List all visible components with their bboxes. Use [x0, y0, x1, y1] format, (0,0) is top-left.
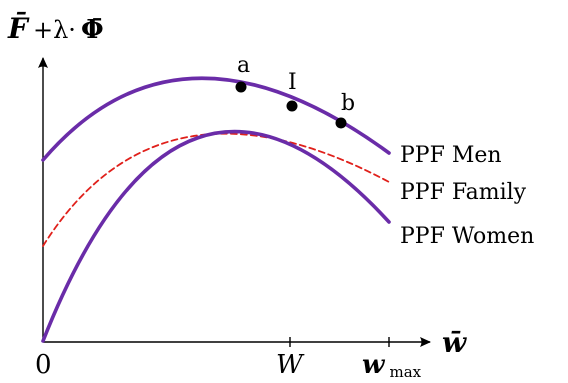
tick-label-wmax-base: w: [362, 350, 386, 380]
tick-label-wmax: w max: [362, 350, 422, 381]
label-ppf-women: PPF Women: [400, 224, 534, 249]
point-label-b: b: [341, 91, 355, 116]
ppf-men-curve: [41, 76, 391, 162]
point-label-I: I: [288, 70, 297, 95]
point-a: [235, 81, 247, 93]
y-label-F: F̄: [7, 11, 30, 45]
label-ppf-men: PPF Men: [400, 143, 502, 168]
tick-label-W: W: [276, 350, 305, 380]
ppf-women-curve: [41, 129, 391, 343]
ppf-family-curve: [42, 132, 390, 247]
y-label-phi: Φ̄: [81, 15, 104, 45]
x-axis-label: w̄: [442, 326, 467, 359]
point-b: [335, 117, 347, 129]
y-label-plus-lambda: +λ·: [33, 16, 76, 44]
label-ppf-family: PPF Family: [400, 180, 527, 205]
point-label-a: a: [237, 53, 250, 78]
origin-label: 0: [35, 350, 52, 380]
tick-label-wmax-sub: max: [389, 363, 421, 381]
y-axis-label: F̄ +λ· Φ̄: [7, 11, 104, 45]
point-I: [286, 100, 298, 112]
